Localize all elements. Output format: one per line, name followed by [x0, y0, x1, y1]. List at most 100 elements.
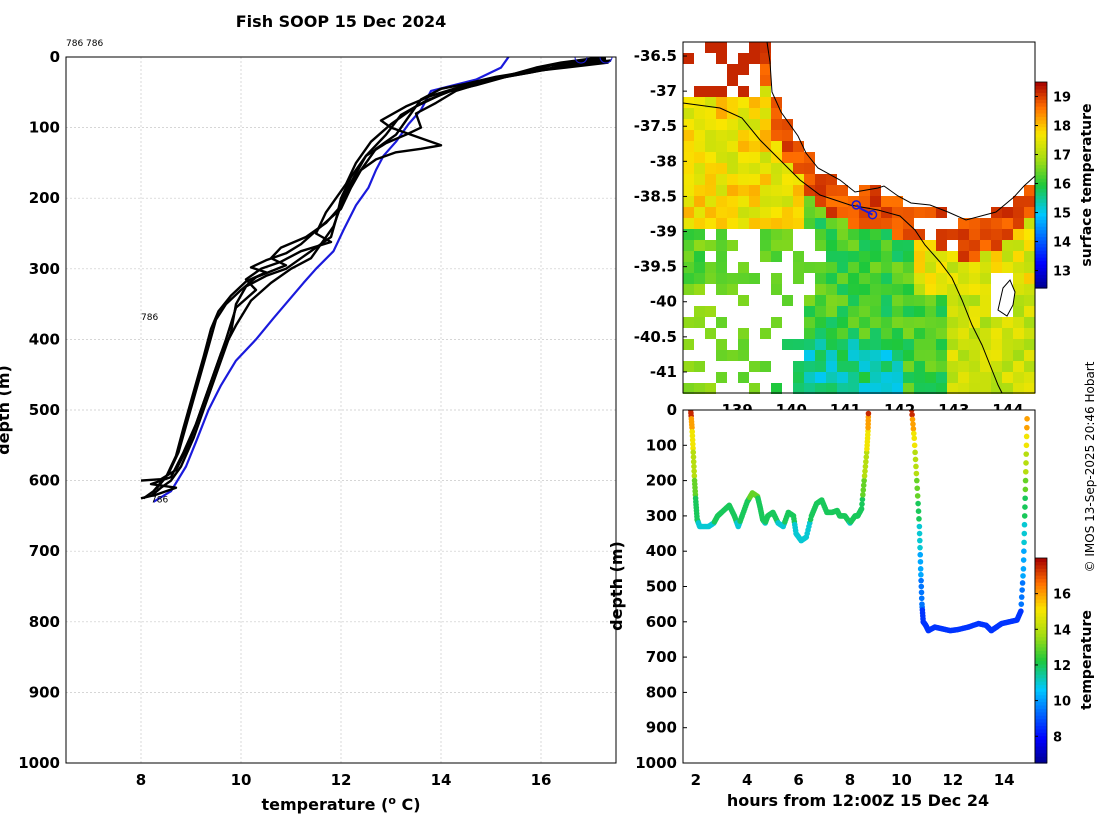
depth-point	[1018, 594, 1025, 600]
depth-point	[863, 454, 870, 460]
sst-colorbar-swatch	[1035, 191, 1047, 196]
sst-cell	[980, 262, 991, 273]
sst-cell	[804, 317, 815, 328]
sst-cell	[848, 218, 859, 229]
sst-cell	[859, 350, 870, 361]
depth-point	[690, 454, 697, 460]
sst-cell	[936, 240, 947, 251]
sst-cell	[826, 273, 837, 284]
sst-cell	[958, 328, 969, 339]
sst-cell	[936, 317, 947, 328]
sst-colorbar-swatch	[1035, 229, 1047, 234]
sst-cell	[815, 328, 826, 339]
sst-cell	[848, 317, 859, 328]
sst-cell	[848, 328, 859, 339]
temperature-colorbar-swatch	[1035, 622, 1047, 627]
sst-cell	[1024, 240, 1035, 251]
sst-cell	[738, 53, 749, 64]
sst-cell	[991, 372, 1002, 383]
depth-point	[910, 421, 916, 427]
sst-colorbar-swatch	[1035, 188, 1047, 193]
sst-cell	[694, 306, 705, 317]
sst-cell	[694, 86, 705, 97]
sst-cell	[815, 185, 826, 196]
sst-cell	[683, 273, 694, 284]
sst-cell	[716, 262, 727, 273]
sst-cell	[705, 383, 716, 394]
sst-cell	[804, 372, 815, 383]
sst-cell	[705, 130, 716, 141]
map-ytick-label: -37.5	[634, 117, 677, 135]
sst-cell	[914, 240, 925, 251]
sst-cell	[683, 251, 694, 262]
sst-cell	[760, 86, 771, 97]
sst-cell	[859, 372, 870, 383]
temperature-colorbar-swatch	[1035, 681, 1047, 686]
sst-cell	[760, 97, 771, 108]
sst-cell	[705, 108, 716, 119]
profile-ytick-label: 700	[29, 542, 60, 560]
sst-cell	[903, 273, 914, 284]
sst-cell	[1024, 383, 1035, 394]
sst-cell	[793, 251, 804, 262]
sst-colorbar-tick-label: 19	[1053, 91, 1071, 106]
sst-cell	[804, 174, 815, 185]
depth-time-xlabel: hours from 12:00Z 15 Dec 24	[727, 791, 989, 810]
sst-cell	[914, 273, 925, 284]
depth-point	[691, 473, 698, 479]
sst-cell	[881, 306, 892, 317]
dt-ytick-label: 900	[646, 719, 677, 737]
sst-cell	[782, 141, 793, 152]
sst-cell	[815, 350, 826, 361]
sst-cell	[716, 218, 727, 229]
sst-cell	[727, 218, 738, 229]
depth-point	[689, 437, 696, 443]
depth-point	[1021, 539, 1027, 546]
sst-cell	[892, 229, 903, 240]
sst-cell	[958, 361, 969, 372]
sst-cell	[694, 130, 705, 141]
sst-cell	[683, 240, 694, 251]
temperature-colorbar-swatch	[1035, 660, 1047, 665]
coastline	[766, 41, 1036, 221]
sst-cell	[969, 251, 980, 262]
sst-cell	[738, 174, 749, 185]
sst-cell	[837, 251, 848, 262]
sst-cell	[705, 119, 716, 130]
sst-cell	[859, 229, 870, 240]
temperature-colorbar-frame	[1034, 557, 1048, 764]
sst-cell	[716, 339, 727, 350]
dt-xtick-label: 12	[942, 771, 963, 789]
depth-point	[690, 449, 697, 456]
sst-cell	[793, 196, 804, 207]
sst-cell	[991, 328, 1002, 339]
sst-cell	[815, 229, 826, 240]
map-ytick-label: -38	[650, 152, 677, 170]
sst-cell	[1024, 251, 1035, 262]
sst-cell	[727, 119, 738, 130]
sst-cell	[716, 108, 727, 119]
sst-cell	[859, 317, 870, 328]
sst-cell	[925, 372, 936, 383]
sst-cell	[760, 141, 771, 152]
sst-colorbar-swatch	[1035, 147, 1047, 152]
sst-cell	[705, 196, 716, 207]
sst-cell	[980, 350, 991, 361]
sst-cell	[738, 141, 749, 152]
sst-cell	[892, 273, 903, 284]
sst-cell	[694, 97, 705, 108]
sst-cell	[738, 372, 749, 383]
sst-cell	[826, 295, 837, 306]
sst-cell	[1024, 361, 1035, 372]
temperature-colorbar-swatch	[1035, 725, 1047, 730]
sst-cell	[892, 306, 903, 317]
profile-ytick-label: 100	[29, 119, 60, 137]
sst-cell	[804, 306, 815, 317]
sst-cell	[837, 240, 848, 251]
depth-point	[1023, 442, 1030, 449]
sst-cell	[1024, 295, 1035, 306]
temperature-colorbar-swatch	[1035, 670, 1047, 675]
sst-cell	[1024, 284, 1035, 295]
sst-colorbar-label: surface temperature	[1079, 103, 1095, 266]
sst-cell	[848, 350, 859, 361]
